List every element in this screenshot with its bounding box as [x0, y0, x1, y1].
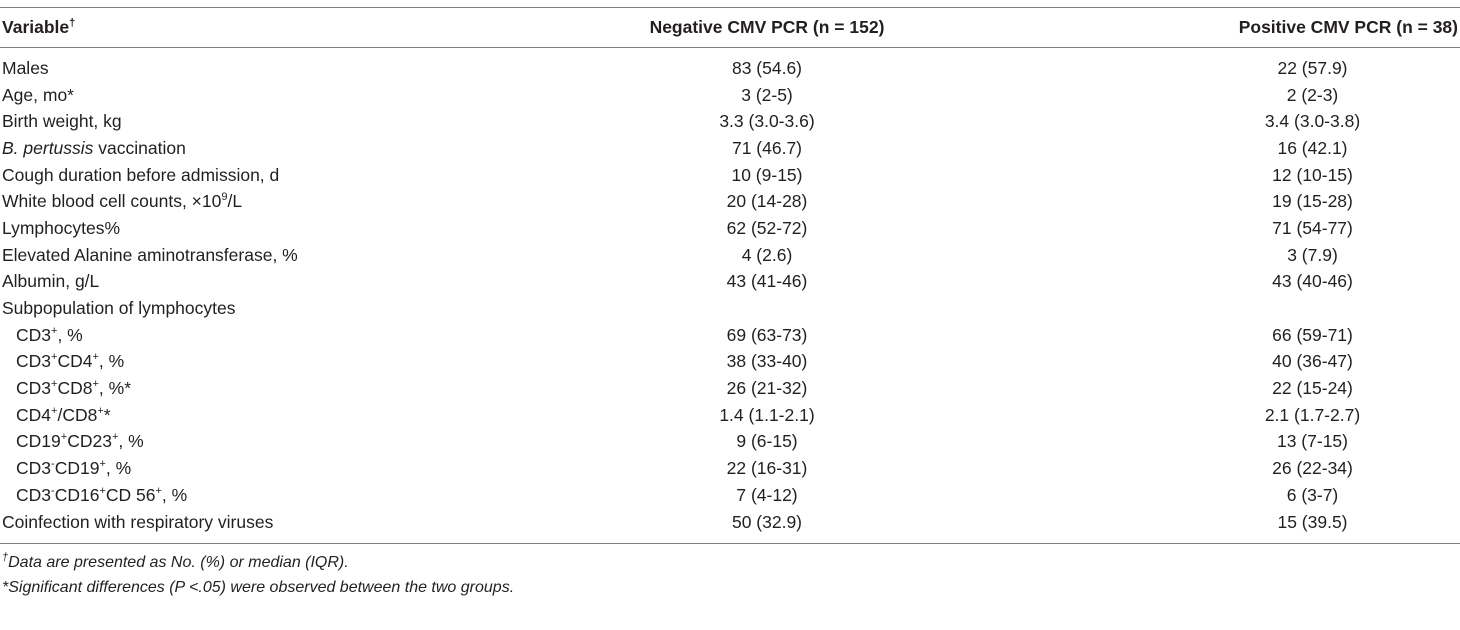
cell-negative: 3.3 (3.0-3.6)	[719, 111, 815, 132]
footnote-star: *Significant differences (P <.05) were o…	[2, 579, 515, 597]
cell-negative: 71 (46.7)	[731, 137, 803, 158]
table-row: Coinfection with respiratory viruses 50 (…	[0, 509, 1460, 536]
data-table: Variable† Negative CMV PCR (n = 152) Pos…	[0, 7, 1460, 600]
footnote-dagger: †Data are presented as No. (%) or median…	[2, 552, 349, 572]
cell-variable: CD19+CD23+, %	[16, 431, 144, 452]
cell-positive: 19 (15-28)	[1272, 191, 1353, 212]
cell-negative: 69 (63-73)	[726, 324, 808, 345]
cell-positive: 2 (2-3)	[1286, 84, 1339, 105]
cell-positive: 43 (40-46)	[1272, 271, 1353, 292]
cell-negative: 26 (21-32)	[726, 378, 808, 399]
table-row: CD3-CD16+CD 56+, % 7 (4-12) 6 (3-7)	[0, 482, 1460, 509]
cell-variable: Coinfection with respiratory viruses	[2, 511, 274, 532]
table-row: CD4+/CD8+* 1.4 (1.1-2.1) 2.1 (1.7-2.7)	[0, 402, 1460, 429]
cell-variable: B. pertussis vaccination	[2, 137, 186, 158]
cell-negative: 38 (33-40)	[726, 351, 808, 372]
cell-variable: CD3+CD8+, %*	[16, 378, 132, 399]
cell-positive: 3.4 (3.0-3.8)	[1264, 111, 1361, 132]
table-row: White blood cell counts, ×109/L 20 (14-28…	[0, 188, 1460, 215]
top-rule	[0, 7, 1460, 8]
cell-negative: 10 (9-15)	[731, 164, 803, 185]
cell-positive: 22 (57.9)	[1277, 57, 1348, 78]
bottom-rule	[0, 543, 1460, 545]
table-row: Birth weight, kg 3.3 (3.0-3.6) 3.4 (3.0-3.…	[0, 108, 1460, 135]
cell-variable: Elevated Alanine aminotransferase, %	[2, 244, 298, 265]
cell-negative: 20 (14-28)	[726, 191, 808, 212]
cell-negative: 1.4 (1.1-2.1)	[719, 404, 815, 425]
table-row: Elevated Alanine aminotransferase, % 4 (2…	[0, 242, 1460, 269]
header-variable: Variable†	[2, 17, 76, 37]
header-row: Variable† Negative CMV PCR (n = 152) Pos…	[0, 8, 1460, 47]
cell-positive: 66 (59-71)	[1272, 324, 1353, 345]
cell-variable: CD4+/CD8+*	[16, 404, 111, 425]
cell-variable: CD3-CD16+CD 56+, %	[16, 484, 188, 505]
table-body: Males 83 (54.6) 22 (57.9) Age, mo* 3 (2-5) 2 …	[0, 55, 1460, 535]
table-row: CD3+CD8+, %* 26 (21-32) 22 (15-24)	[0, 375, 1460, 402]
table-row: CD3+, % 69 (63-73) 66 (59-71)	[0, 322, 1460, 349]
cell-positive: 22 (15-24)	[1272, 378, 1353, 399]
table-row: CD3+CD4+, % 38 (33-40) 40 (36-47)	[0, 349, 1460, 376]
cell-variable: CD3-CD19+, %	[16, 458, 132, 479]
table-row: Lymphocytes% 62 (52-72) 71 (54-77)	[0, 215, 1460, 242]
cell-variable: Cough duration before admission, d	[2, 164, 280, 185]
header-negative: Negative CMV PCR (n = 152)	[649, 17, 885, 37]
cell-positive: 2.1 (1.7-2.7)	[1264, 404, 1361, 425]
cell-variable: CD3+CD4+, %	[16, 351, 125, 372]
table-row: Albumin, g/L 43 (41-46) 43 (40-46)	[0, 269, 1460, 296]
header-rule	[0, 47, 1460, 48]
cell-variable: Age, mo*	[2, 84, 74, 105]
cell-negative: 7 (4-12)	[736, 484, 798, 505]
cell-positive: 6 (3-7)	[1286, 484, 1339, 505]
cell-variable: Birth weight, kg	[2, 111, 122, 132]
cell-variable: Albumin, g/L	[2, 271, 100, 292]
table-row: CD19+CD23+, % 9 (6-15) 13 (7-15)	[0, 429, 1460, 456]
cell-negative: 83 (54.6)	[731, 57, 803, 78]
cell-variable: Males	[2, 57, 49, 78]
cell-positive: 26 (22-34)	[1272, 458, 1353, 479]
cell-negative: 50 (32.9)	[731, 511, 803, 532]
header-positive: Positive CMV PCR (n = 38)	[1238, 17, 1458, 37]
cell-negative: 22 (16-31)	[726, 458, 808, 479]
cell-negative: 62 (52-72)	[726, 217, 808, 238]
cell-positive: 15 (39.5)	[1277, 511, 1348, 532]
cell-variable: Subpopulation of lymphocytes	[2, 298, 236, 319]
cell-positive: 71 (54-77)	[1272, 217, 1353, 238]
cell-positive: 40 (36-47)	[1272, 351, 1353, 372]
table-row: B. pertussis vaccination 71 (46.7) 16 (42.…	[0, 135, 1460, 162]
table-row: Cough duration before admission, d 10 (9-…	[0, 162, 1460, 189]
table-row: Age, mo* 3 (2-5) 2 (2-3)	[0, 82, 1460, 109]
cell-negative: 9 (6-15)	[736, 431, 798, 452]
cell-variable: White blood cell counts, ×109/L	[2, 191, 243, 212]
cell-negative: 3 (2-5)	[741, 84, 793, 105]
table-row: Subpopulation of lymphocytes	[0, 295, 1460, 322]
cell-variable: CD3+, %	[16, 324, 83, 345]
cell-variable: Lymphocytes%	[2, 217, 121, 238]
cell-positive: 12 (10-15)	[1272, 164, 1353, 185]
cell-negative: 43 (41-46)	[726, 271, 808, 292]
table-row: CD3-CD19+, % 22 (16-31) 26 (22-34)	[0, 455, 1460, 482]
table-row: Males 83 (54.6) 22 (57.9)	[0, 55, 1460, 82]
cell-positive: 13 (7-15)	[1276, 431, 1348, 452]
cell-negative: 4 (2.6)	[741, 244, 793, 265]
footnotes: †Data are presented as No. (%) or median…	[0, 544, 1460, 600]
cell-positive: 3 (7.9)	[1287, 244, 1338, 265]
cell-positive: 16 (42.1)	[1277, 137, 1348, 158]
